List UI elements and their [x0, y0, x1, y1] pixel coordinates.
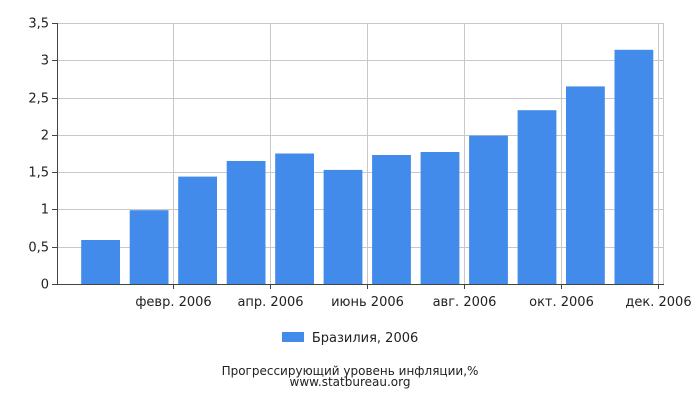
- bar: [226, 161, 266, 284]
- axes: [52, 23, 664, 289]
- y-tick-label: 2: [41, 129, 49, 144]
- grid-lines: [57, 23, 664, 285]
- bar: [614, 49, 654, 284]
- x-tick-label: окт. 2006: [529, 295, 594, 310]
- bar: [469, 135, 508, 284]
- bar: [420, 152, 460, 284]
- x-tick-label: июнь 2006: [331, 295, 404, 310]
- bar: [81, 240, 120, 284]
- y-tick-label: 3: [41, 54, 49, 69]
- bar: [275, 153, 314, 284]
- y-tick-label: 0: [41, 278, 49, 293]
- y-tick-label: 1: [41, 203, 49, 218]
- y-tick-label: 1,5: [28, 166, 49, 181]
- y-tick-label: 2,5: [28, 92, 49, 107]
- source-label: www.statbureau.org: [289, 375, 411, 389]
- x-tick-label: апр. 2006: [237, 295, 303, 310]
- y-tick-label: 3,5: [28, 17, 49, 32]
- x-tick-label: авг. 2006: [433, 295, 497, 310]
- x-tick-label: дек. 2006: [625, 295, 691, 310]
- bar: [178, 176, 217, 284]
- legend-swatch: [281, 332, 304, 342]
- bar: [517, 110, 557, 284]
- bar: [372, 155, 411, 284]
- y-tick-label: 0,5: [28, 241, 49, 256]
- bar: [129, 210, 169, 284]
- bars: [81, 49, 654, 285]
- bar: [566, 86, 605, 285]
- x-tick-label: февр. 2006: [135, 295, 211, 310]
- legend-label: Бразилия, 2006: [311, 331, 419, 346]
- chart-title: Прогрессирующий уровень инфляции,%: [221, 364, 479, 378]
- tick-labels: 0 0,5 1 1,5 2 2,5 3 3,5 февр. 2006 апр. 2006 июнь …: [28, 17, 691, 311]
- legend: Бразилия, 2006: [0, 331, 700, 346]
- bar: [323, 169, 363, 284]
